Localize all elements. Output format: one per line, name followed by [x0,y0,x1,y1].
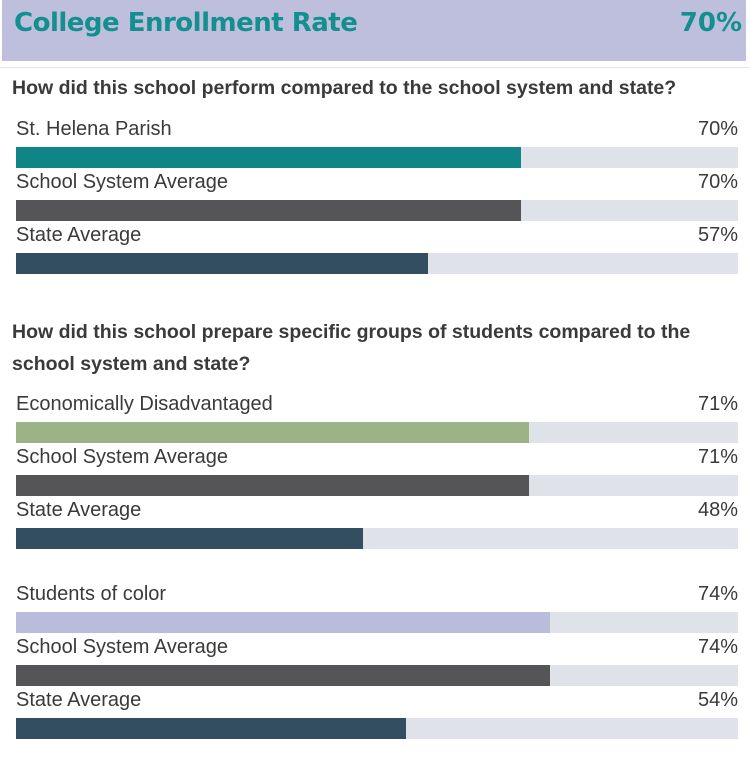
group1-st-helena-parish-bar-track [16,147,738,168]
group3-state-average-bar-track [16,718,738,739]
group2-school-system-average-bar [16,475,529,496]
group1-state-average-bar [16,253,428,274]
group1-state-average-bar-track [16,253,738,274]
group2-economically-disadvantaged-bar [16,422,529,443]
group3-students-of-color-label: Students of color [16,583,167,605]
group1-state-average-label: State Average [16,224,142,246]
question-performance: How did this school perform compared to … [12,77,677,99]
question-groups: How did this school prepare specific gro… [12,321,691,375]
group2-school-system-average-bar-track [16,475,738,496]
group3-state-average-value: 54% [697,689,738,711]
group1-school-system-average-bar-track [16,200,738,221]
header-bar: College Enrollment Rate 70% [2,0,746,61]
group3-students-of-color-bar [16,612,550,633]
overall-rate-value: 70% [679,8,742,38]
group3-students-of-color-value: 74% [697,583,738,605]
group2-state-average-label: State Average [16,499,142,521]
group3-school-system-average-value: 74% [697,636,738,658]
group2-school-system-average-label: School System Average [16,446,228,468]
group1-school-system-average-label: School System Average [16,171,228,193]
group2-state-average-bar-track [16,528,738,549]
group3-state-average-bar [16,718,406,739]
group3-students-of-color-bar-track [16,612,738,633]
group1-st-helena-parish-value: 70% [697,118,738,140]
group1-st-helena-parish-bar [16,147,521,168]
group2-economically-disadvantaged-value: 71% [697,393,738,415]
group3-school-system-average-bar [16,665,550,686]
group3-school-system-average-label: School System Average [16,636,228,658]
group2-state-average-bar [16,528,363,549]
group2-economically-disadvantaged-bar-track [16,422,738,443]
page-title: College Enrollment Rate [14,8,358,38]
group1-school-system-average-bar [16,200,521,221]
group2-state-average-value: 48% [697,499,738,521]
group2-school-system-average-value: 71% [697,446,738,468]
group1-st-helena-parish-label: St. Helena Parish [16,118,172,140]
group3-school-system-average-bar-track [16,665,738,686]
group2-economically-disadvantaged-label: Economically Disadvantaged [16,393,273,415]
group1-school-system-average-value: 70% [697,171,738,193]
group3-state-average-label: State Average [16,689,142,711]
group1-state-average-value: 57% [697,224,738,246]
divider [0,67,750,68]
